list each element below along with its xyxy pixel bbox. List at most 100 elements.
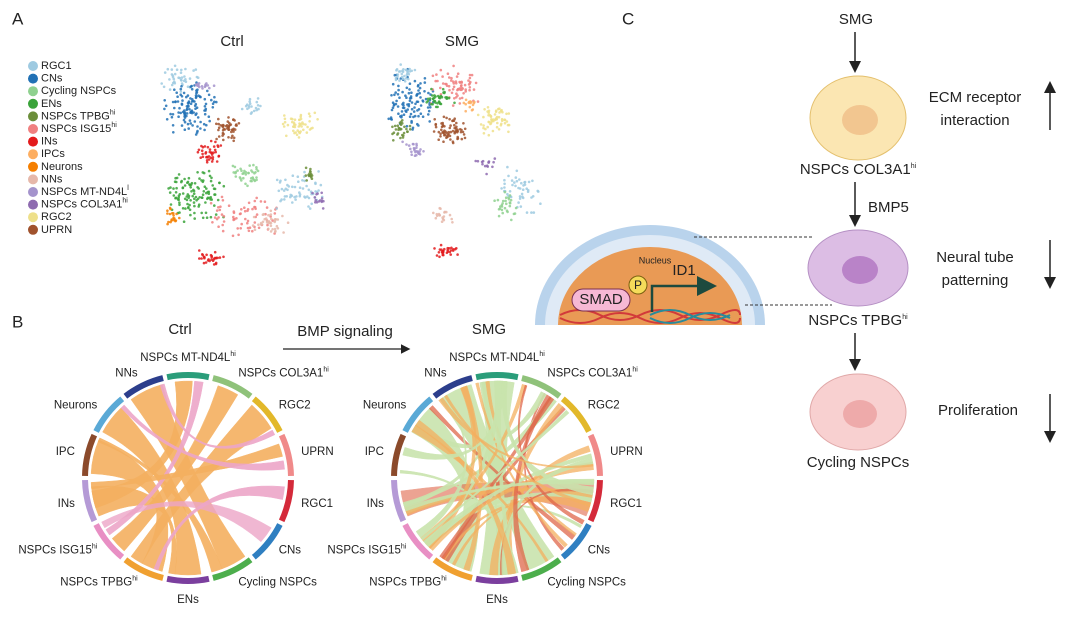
umap-dot (207, 115, 211, 118)
label: CNs (279, 544, 302, 556)
umap-dot (253, 228, 257, 231)
umap-dot (251, 229, 254, 233)
umap-dot (196, 150, 200, 154)
dna (559, 312, 741, 324)
umap-dot (199, 95, 202, 99)
umap-dot (283, 117, 287, 121)
umap-dot (254, 106, 258, 110)
ribbon (443, 394, 592, 507)
umap-dot (222, 184, 226, 188)
umap-dot (175, 91, 178, 94)
umap-dot (255, 168, 258, 171)
umap-dot (298, 193, 302, 196)
umap-dot (394, 128, 398, 131)
umap-dot (197, 203, 201, 206)
umap-dot (391, 106, 395, 109)
label: RGC2 (279, 400, 311, 412)
umap-dot (460, 88, 463, 92)
umap-dot (172, 194, 176, 197)
umap-dot (252, 215, 256, 219)
umap-dot (227, 204, 231, 207)
umap-dot (404, 109, 407, 112)
legend-swatch (28, 161, 38, 172)
umap-dot (471, 108, 475, 111)
umap-dot (450, 76, 453, 80)
umap-dot (187, 100, 191, 103)
umap-dot (455, 92, 458, 95)
umap-dot (438, 100, 441, 104)
umap-dot (498, 111, 501, 114)
umap-dot (198, 257, 201, 260)
umap-dot (442, 91, 445, 94)
label-text: UPRN (301, 446, 334, 458)
umap-dot (255, 196, 258, 200)
umap-dot (304, 174, 308, 177)
umap-dot (501, 202, 504, 205)
umap-dot (496, 121, 499, 125)
umap-dot (221, 134, 224, 137)
umap-dot (256, 97, 260, 100)
umap-dot (408, 88, 411, 91)
ribbon (518, 384, 585, 525)
effect-label: interaction (940, 112, 1009, 129)
umap-dot (205, 191, 208, 195)
umap-dot (532, 211, 536, 214)
umap-dot (463, 127, 467, 131)
umap-dot (305, 179, 309, 182)
umap-dot (505, 112, 508, 116)
umap-dot (442, 115, 446, 119)
umap-dot (232, 215, 235, 219)
umap-dot (269, 230, 273, 233)
umap-dot (481, 159, 485, 163)
umap-dot (213, 250, 217, 254)
umap-dot (486, 125, 490, 129)
label: NSPCs MT-ND4Lhi (449, 351, 545, 364)
umap-dot (281, 214, 284, 218)
label-sup: hi (92, 543, 98, 550)
umap-dot (173, 81, 177, 85)
umap-dot (298, 118, 301, 121)
umap-dot (414, 102, 417, 106)
label: Neurons (363, 400, 407, 412)
umap-dot (473, 100, 476, 104)
umap-dot (215, 122, 218, 126)
umap-dot (217, 122, 220, 126)
umap-dot (451, 129, 455, 133)
umap-dot (241, 172, 244, 175)
umap-dot (498, 107, 501, 110)
umap-dot (320, 191, 324, 195)
umap-dot (308, 174, 312, 177)
label-text: ENs (41, 98, 62, 110)
umap-dot (166, 67, 170, 71)
umap-dot (441, 75, 444, 78)
label-sup: hi (911, 163, 917, 170)
label: RGC1 (301, 498, 333, 510)
umap-dot (174, 191, 178, 194)
umap-dot (253, 179, 257, 183)
umap-dot (311, 191, 314, 195)
umap-dot (177, 196, 180, 199)
umap-dot (177, 111, 180, 114)
umap-dot (282, 125, 286, 128)
umap-dot (187, 206, 190, 210)
umap-dot (507, 174, 510, 178)
umap-dot (426, 97, 430, 101)
umap-dot (181, 192, 185, 195)
ring-segment (212, 375, 253, 399)
ring-segment (93, 523, 125, 560)
ring-segment (402, 523, 434, 560)
umap-dot (287, 185, 291, 188)
label-text: NSPCs TPBG (60, 577, 132, 589)
label: RGC2 (588, 400, 620, 412)
ribbon (438, 397, 594, 468)
umap-dot (419, 104, 423, 107)
umap-dot (189, 122, 192, 125)
ribbon (439, 396, 555, 560)
umap-dot (390, 108, 394, 112)
umap-dot (316, 118, 319, 121)
umap-dot (273, 220, 277, 224)
umap-dot (201, 152, 204, 156)
umap-dot (213, 256, 216, 260)
